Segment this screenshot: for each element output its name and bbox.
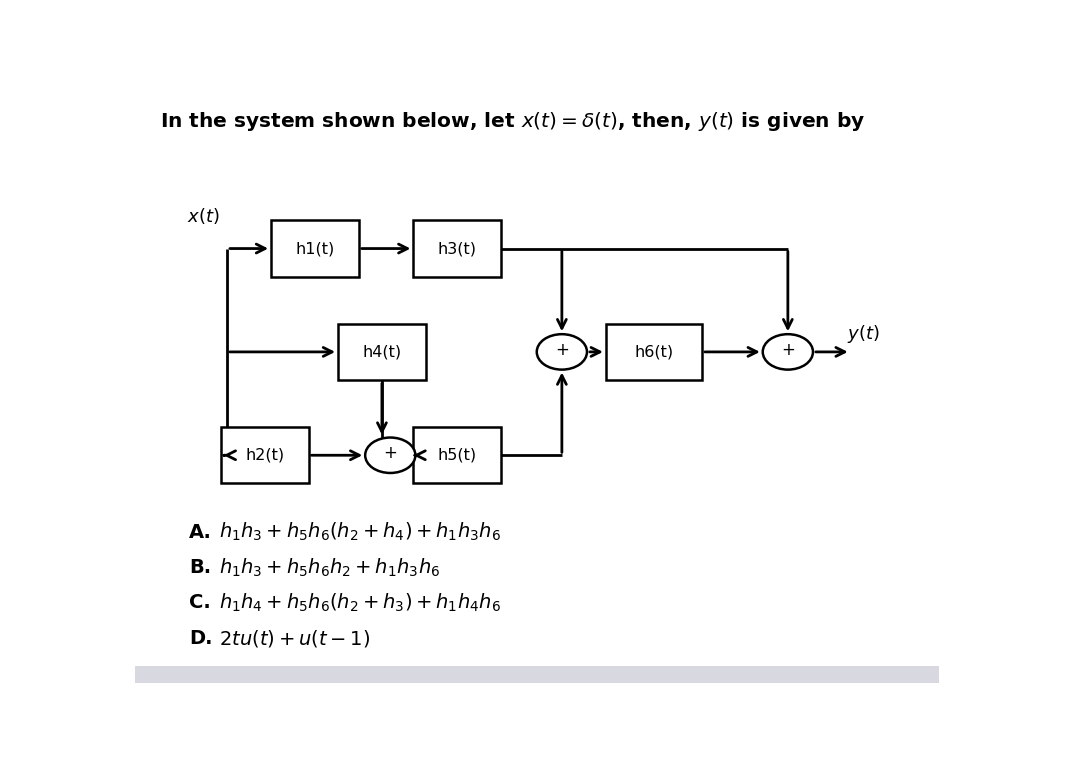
Circle shape	[762, 334, 813, 370]
Text: +: +	[781, 341, 795, 359]
Text: +: +	[383, 445, 397, 463]
FancyBboxPatch shape	[338, 324, 426, 380]
Text: h5(t): h5(t)	[437, 448, 476, 463]
Circle shape	[365, 437, 416, 473]
Text: $x(t)$: $x(t)$	[187, 206, 220, 226]
FancyBboxPatch shape	[414, 220, 501, 277]
FancyBboxPatch shape	[271, 220, 359, 277]
FancyBboxPatch shape	[135, 666, 939, 683]
Text: $2tu(t) + u(t-1)$: $2tu(t) + u(t-1)$	[218, 628, 369, 649]
Text: C.: C.	[189, 594, 212, 612]
Text: h3(t): h3(t)	[437, 241, 476, 256]
Text: B.: B.	[189, 558, 212, 577]
Text: +: +	[555, 341, 569, 359]
Text: In the system shown below, let $x(t) = \delta(t)$, then, $y(t)$ is given by: In the system shown below, let $x(t) = \…	[160, 110, 865, 133]
FancyBboxPatch shape	[220, 427, 309, 483]
FancyBboxPatch shape	[414, 427, 501, 483]
Text: $h_1h_4 + h_5h_6(h_2 + h_3) + h_1h_4h_6$: $h_1h_4 + h_5h_6(h_2 + h_3) + h_1h_4h_6$	[218, 592, 501, 614]
Text: D.: D.	[189, 629, 213, 648]
Text: h1(t): h1(t)	[295, 241, 335, 256]
Text: $h_1h_3 + h_5h_6h_2 + h_1h_3h_6$: $h_1h_3 + h_5h_6h_2 + h_1h_3h_6$	[218, 556, 440, 578]
Text: A.: A.	[189, 522, 213, 542]
Circle shape	[537, 334, 588, 370]
Text: $y(t)$: $y(t)$	[847, 323, 879, 345]
Text: h4(t): h4(t)	[363, 344, 402, 360]
Text: h2(t): h2(t)	[245, 448, 284, 463]
Text: h6(t): h6(t)	[634, 344, 674, 360]
FancyBboxPatch shape	[606, 324, 702, 380]
Text: $h_1h_3 + h_5h_6(h_2 + h_4) + h_1h_3h_6$: $h_1h_3 + h_5h_6(h_2 + h_4) + h_1h_3h_6$	[218, 521, 501, 543]
